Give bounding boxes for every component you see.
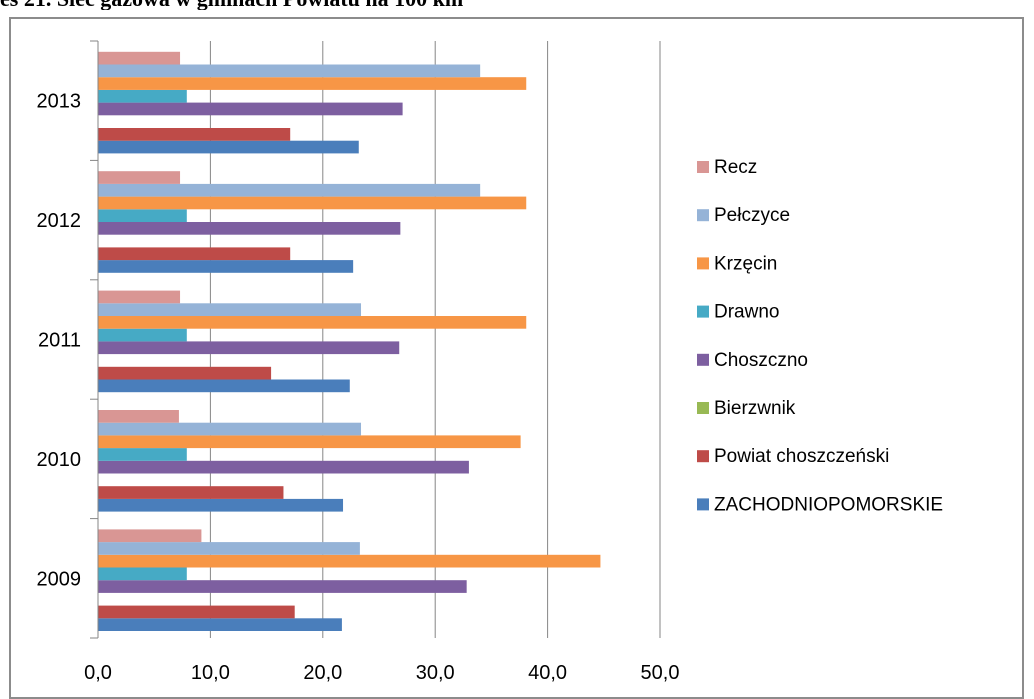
x-tick-label: 30,0	[416, 662, 455, 684]
bar	[98, 605, 295, 619]
bar	[98, 77, 527, 90]
axes: 0,0 10,0 20,0 30,0 40,0 50,0 2009 2010 2011 2012 2…	[37, 40, 680, 684]
legend-swatch	[697, 402, 709, 414]
bar	[98, 422, 362, 436]
chart-title: es 21. Sieć gazowa w gminach Powiatu na …	[0, 0, 1034, 10]
bar	[98, 542, 360, 555]
legend-swatch	[697, 498, 709, 511]
bar	[98, 567, 187, 581]
bar	[98, 290, 181, 304]
legend-swatch	[697, 353, 709, 366]
bar	[98, 209, 187, 222]
bar	[98, 51, 181, 65]
y-tick-label: 2011	[38, 330, 81, 352]
x-tick-label: 50,0	[641, 662, 680, 684]
bar	[98, 341, 400, 355]
legend-label: Recz	[714, 157, 757, 178]
bar	[98, 460, 469, 474]
legend-swatch	[697, 305, 709, 318]
legend-swatch	[697, 161, 709, 173]
y-tick-label: 2009	[37, 568, 82, 590]
bar	[98, 379, 350, 393]
legend-label: Pełczyce	[714, 205, 790, 226]
legend-label: Powiat choszczeński	[714, 446, 889, 467]
bar	[98, 260, 354, 273]
x-tick-label: 0,0	[84, 662, 112, 684]
bar	[98, 498, 344, 512]
legend-swatch	[697, 450, 709, 463]
y-tick-label: 2012	[37, 210, 82, 232]
x-tick-label: 20,0	[303, 662, 342, 684]
bar	[98, 64, 481, 78]
bar	[98, 618, 342, 631]
bar	[98, 102, 403, 116]
bar	[98, 366, 272, 380]
bar	[98, 247, 291, 261]
y-tick-label: 2013	[37, 91, 82, 113]
bar	[98, 222, 401, 235]
bar	[98, 448, 187, 461]
bar	[98, 486, 284, 499]
legend-swatch	[697, 257, 709, 270]
bar	[98, 128, 291, 141]
bar	[98, 580, 467, 593]
chart-frame: 0,0 10,0 20,0 30,0 40,0 50,0 2009 2010 2011 2012 2…	[9, 17, 1024, 699]
bar	[98, 554, 601, 568]
bars	[98, 51, 601, 631]
legend-label: Choszczno	[714, 350, 808, 371]
legend-label: Krzęcin	[714, 253, 777, 274]
bar	[98, 183, 481, 197]
bar	[98, 196, 527, 210]
bar	[98, 316, 527, 329]
bar	[98, 89, 187, 103]
bar-chart: 0,0 10,0 20,0 30,0 40,0 50,0 2009 2010 2011 2012 2…	[37, 40, 943, 684]
bar	[98, 303, 362, 316]
legend-swatch	[697, 209, 709, 222]
legend: Recz Pełczyce Krzęcin Drawno Choszczno Bierzw…	[697, 157, 943, 515]
legend-label: Drawno	[714, 302, 779, 323]
legend-label: ZACHODNIOPOMORSKIE	[714, 494, 943, 515]
bar	[98, 435, 521, 449]
x-tick-label: 10,0	[191, 662, 230, 684]
legend-label: Bierzwnik	[714, 398, 796, 419]
bar	[98, 529, 202, 543]
bar	[98, 328, 187, 342]
x-tick-label: 40,0	[528, 662, 567, 684]
bar	[98, 140, 359, 154]
bar	[98, 410, 179, 423]
y-tick-label: 2010	[37, 449, 82, 471]
bar	[98, 171, 181, 184]
